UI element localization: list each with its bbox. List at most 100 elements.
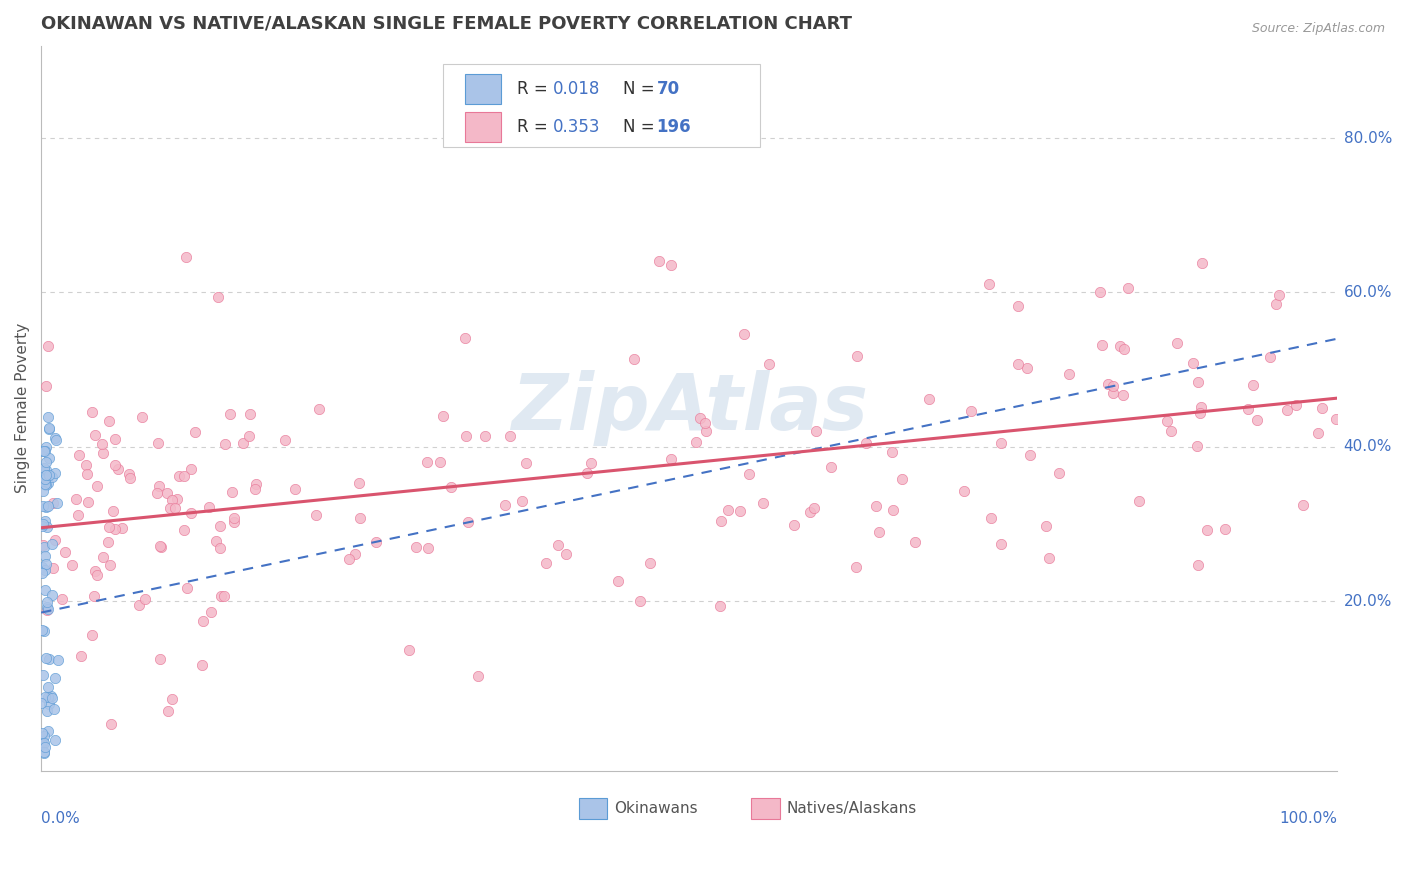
Point [35,500,58,515]
Point [32,500,55,514]
Point [1097,376,1119,391]
FancyBboxPatch shape [443,64,761,147]
Text: 100.0%: 100.0% [1279,811,1337,826]
Point [37,680,59,694]
Point [1156,414,1178,428]
Point [1057,367,1080,381]
Point [107,462,129,476]
Point [111,520,134,534]
Point [42,561,65,575]
Text: Okinawans: Okinawans [614,801,697,816]
Point [148,436,170,450]
Point [84,564,107,578]
Point [980,510,1002,524]
Point [1128,494,1150,508]
Point [37,409,59,424]
Point [77,495,100,509]
Point [606,574,628,588]
Point [782,517,804,532]
Point [35,440,58,454]
Point [34,514,56,528]
Point [222,511,245,525]
Point [882,503,904,517]
Point [659,451,682,466]
Point [689,411,711,425]
Point [891,473,914,487]
Point [34,740,56,755]
Point [510,494,533,508]
Point [150,541,173,555]
Point [918,392,941,406]
Point [1088,285,1111,299]
Bar [465,112,501,142]
Point [494,498,516,512]
Point [221,484,243,499]
Point [66,508,89,522]
Point [695,424,717,438]
Point [32,464,55,478]
Text: 0.018: 0.018 [553,79,600,98]
Point [960,403,983,417]
Point [32,746,55,760]
Point [41,470,63,484]
Point [38,450,60,465]
Point [1258,350,1281,364]
Point [35,603,58,617]
Text: ZipAtlas: ZipAtlas [510,370,868,446]
Point [83,428,105,442]
Point [91,437,114,451]
Point [134,591,156,606]
Point [160,691,183,706]
Point [1019,448,1042,462]
Text: R =: R = [517,118,553,136]
Point [35,599,58,614]
Point [34,736,56,750]
Point [160,492,183,507]
Point [1195,523,1218,537]
Point [98,414,121,428]
Point [35,463,58,477]
Point [1007,300,1029,314]
Point [685,435,707,450]
Point [131,409,153,424]
Point [515,456,537,470]
Point [398,642,420,657]
Point [209,589,232,603]
Point [38,422,60,436]
Point [555,547,578,561]
Point [44,732,66,747]
Point [41,537,63,551]
Point [86,479,108,493]
Point [1268,288,1291,302]
Point [284,483,307,497]
Point [118,467,141,482]
Text: 0.353: 0.353 [553,118,600,136]
Point [1007,358,1029,372]
Point [1241,377,1264,392]
Point [31,560,53,574]
Point [806,425,828,439]
Point [1116,281,1139,295]
Point [41,588,63,602]
Point [305,508,328,523]
Text: 80.0%: 80.0% [1344,131,1392,145]
Point [34,476,56,491]
Point [38,421,60,435]
Point [173,469,195,483]
Bar [751,797,780,819]
Point [35,595,58,609]
Point [45,495,67,509]
Point [32,517,55,532]
Point [243,483,266,497]
Point [709,599,731,614]
Point [717,502,740,516]
Point [416,541,439,556]
Point [45,433,67,447]
Point [82,628,104,642]
Point [34,444,56,458]
Point [752,496,775,510]
Point [1275,403,1298,417]
Point [1160,424,1182,438]
Point [224,516,246,530]
Text: Natives/Alaskans: Natives/Alaskans [786,801,917,816]
